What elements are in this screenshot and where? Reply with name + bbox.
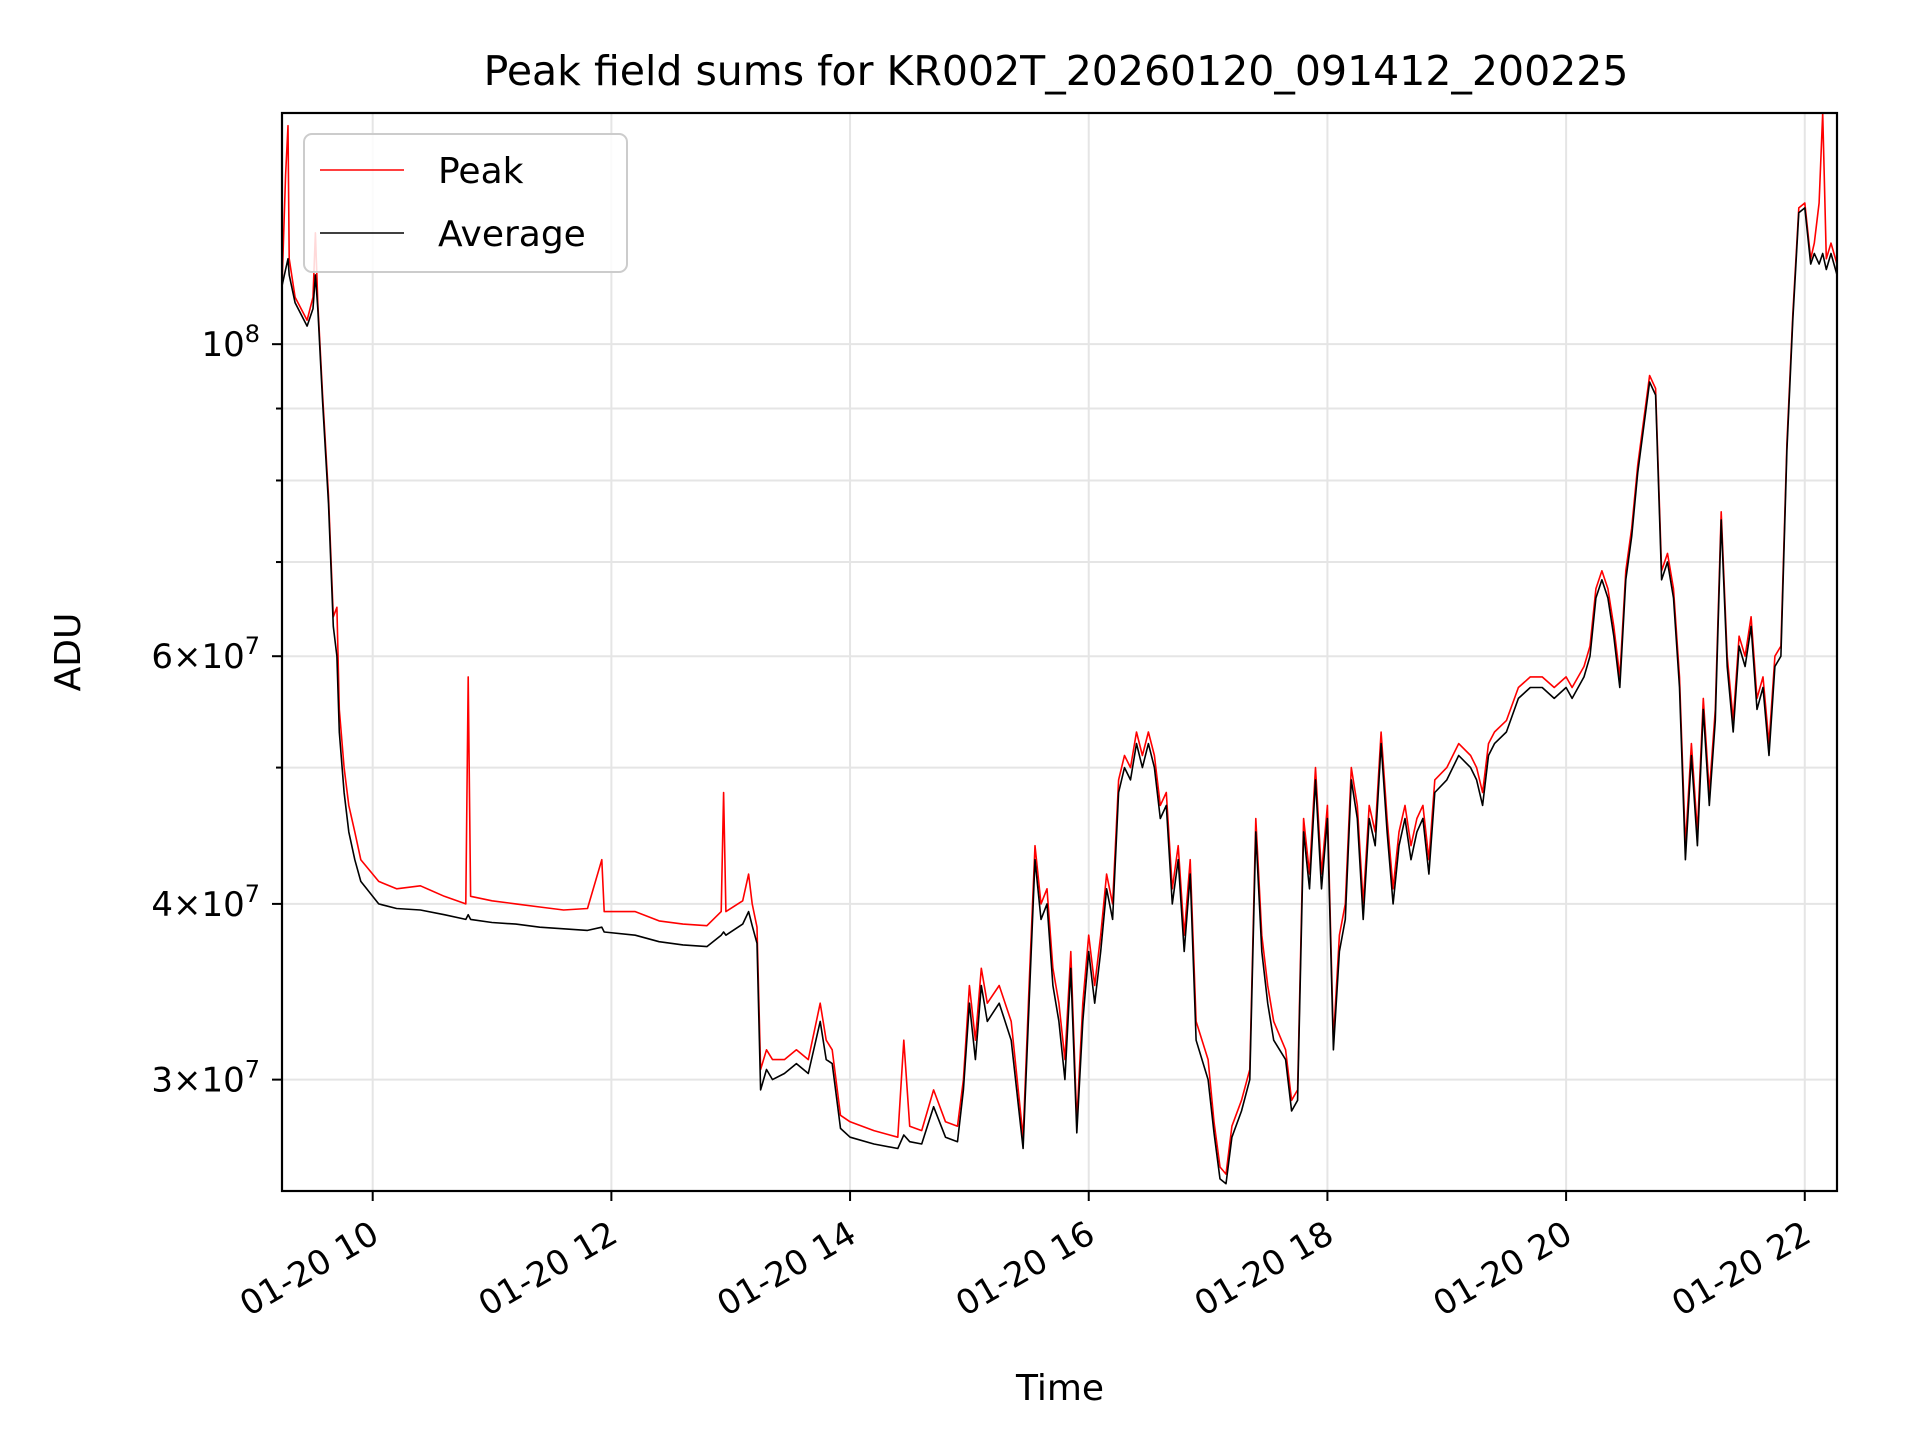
grid — [282, 113, 1837, 1191]
y-tick-label: 4×107 — [151, 880, 260, 925]
y-axis-ticks: 108 6×107 4×107 3×107 — [151, 320, 282, 1101]
series-layer — [282, 113, 1837, 1185]
legend-box — [303, 133, 628, 273]
y-tick-label: 3×107 — [151, 1056, 260, 1101]
series-line-peak — [282, 113, 1837, 1175]
legend-average-label: Average — [438, 214, 586, 255]
legend: Peak Average — [303, 133, 628, 273]
axes-frame — [280, 111, 1839, 1193]
y-tick-label: 108 — [201, 320, 260, 365]
y-axis-label: ADU — [48, 613, 89, 692]
plot-area — [282, 113, 1837, 1185]
legend-peak-label: Peak — [438, 151, 524, 192]
chart-title: Peak field sums for KR002T_20260120_0914… — [484, 47, 1629, 95]
x-axis-label: Time — [1015, 1368, 1104, 1409]
y-tick-label: 6×107 — [151, 632, 260, 677]
series-line-average — [282, 207, 1837, 1185]
